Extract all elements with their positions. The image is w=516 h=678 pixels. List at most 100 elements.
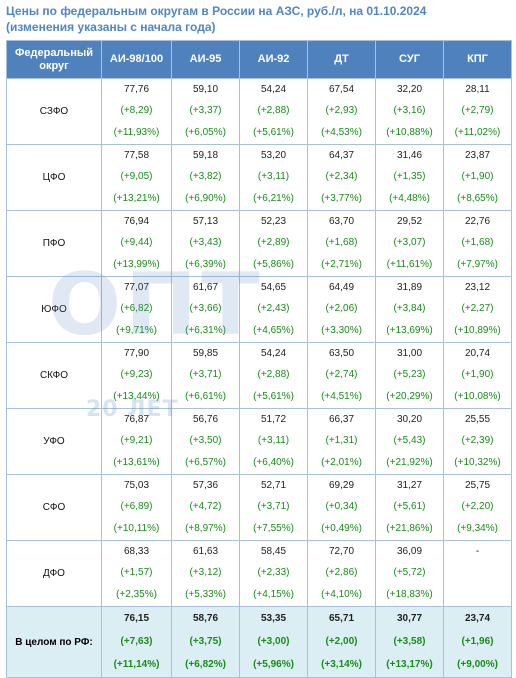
price-value: 29,52 [396,216,423,227]
pct-change: (+7,97%) [457,258,498,270]
price-cell: 77,76 (+8,29) (+11,93%) [101,78,172,145]
pct-change: (+13,61%) [113,456,160,468]
price-value: 25,75 [464,480,491,491]
abs-change: (+2,00) [325,636,358,647]
price-cell: 22,76 (+1,68) (+7,97%) [443,210,512,277]
abs-change: (+9,44) [120,237,153,249]
abs-change: (+0,34) [325,501,358,513]
abs-change: (+3,82) [189,171,222,183]
page-title: Цены по федеральным округам в России на … [6,3,512,35]
title-line-1: Цены по федеральным округам в России на … [6,4,427,18]
price-value: 31,46 [396,150,423,161]
header-ai98: АИ-98/100 [101,40,172,79]
pct-change: (+6,82%) [185,659,226,670]
region-cell: СКФО [6,342,102,409]
price-value: 22,76 [464,216,491,227]
price-value: 54,24 [260,348,287,359]
price-cell: 56,76 (+3,50) (+6,57%) [171,408,240,475]
pct-change: (+5,86%) [253,258,294,270]
price-cell: 20,74 (+1,90) (+10,08%) [443,342,512,409]
price-cell: 76,15 (+7,63) (+11,14%) [101,606,172,678]
price-value: 31,27 [396,480,423,491]
price-value: 63,50 [328,348,355,359]
price-value: 63,70 [328,216,355,227]
abs-change: (+3,75) [189,636,222,647]
region-cell: УФО [6,408,102,475]
abs-change: (+3,71) [189,369,222,381]
abs-change: (+2,27) [461,303,494,315]
header-kpg: КПГ [443,40,512,79]
region-cell: В целом по РФ: [6,606,102,678]
price-value: 66,37 [328,414,355,425]
abs-change: (+8,29) [120,105,153,117]
region-cell: ЦФО [6,144,102,211]
abs-change: (+1,96) [461,636,494,647]
pct-change: (+5,61%) [253,390,294,402]
price-cell: 52,23 (+2,89) (+5,86%) [239,210,308,277]
pct-change: (+6,61%) [185,390,226,402]
table-row: ПФО 76,94 (+9,44) (+13,99%) 57,13 (+3,43) (+6,… [6,210,512,277]
price-cell: 36,09 (+5,72) (+18,83%) [375,540,444,607]
table-row: ЮФО 77,07 (+6,82) (+9,71%) 61,67 (+3,66) (+6,3… [6,276,512,343]
price-cell: 77,58 (+9,05) (+13,21%) [101,144,172,211]
abs-change: (+2,89) [257,237,290,249]
abs-change: (+5,61) [393,501,426,513]
price-cell: 72,70 (+2,86) (+4,10%) [307,540,376,607]
pct-change: (+13,44%) [113,390,160,402]
pct-change: (+3,30%) [321,324,362,336]
price-cell: 76,87 (+9,21) (+13,61%) [101,408,172,475]
pct-change: (+21,92%) [386,456,433,468]
price-value: 52,71 [260,480,287,491]
price-value: 23,87 [464,150,491,161]
abs-change: (+2,43) [257,303,290,315]
pct-change: (+10,11%) [113,522,160,534]
pct-change: (+13,17%) [386,659,433,670]
price-value: 75,03 [123,480,150,491]
price-value: 61,67 [192,282,219,293]
abs-change: (+3,37) [189,105,222,117]
price-value: 64,37 [328,150,355,161]
price-cell: 31,27 (+5,61) (+21,86%) [375,474,444,541]
price-cell: 53,35 (+3,00) (+5,96%) [239,606,308,678]
price-value: 28,11 [465,84,490,95]
price-cell: 51,72 (+3,11) (+6,40%) [239,408,308,475]
price-value: 54,24 [260,84,287,95]
pct-change: (+2,35%) [116,588,157,600]
price-value: 77,90 [123,348,150,359]
price-value: 36,09 [396,546,423,557]
price-cell: 52,71 (+3,71) (+7,55%) [239,474,308,541]
price-value: 77,76 [123,84,150,95]
price-value: 23,74 [464,613,491,624]
pct-change: (+9,34%) [457,522,498,534]
price-value: 76,87 [123,414,150,425]
price-value: 30,77 [396,613,423,624]
abs-change: (+1,57) [120,567,153,579]
pct-change: (+6,57%) [185,456,226,468]
pct-change: (+10,08%) [454,390,501,402]
pct-change: (+13,21%) [113,192,160,204]
price-value: 53,20 [260,150,287,161]
price-cell: 25,75 (+2,20) (+9,34%) [443,474,512,541]
price-value: 76,15 [123,613,150,624]
pct-change: (+11,93%) [113,126,160,138]
price-cell: 31,00 (+5,23) (+20,29%) [375,342,444,409]
price-cell: 28,11 (+2,79) (+11,02%) [443,78,512,145]
abs-change: (+1,68) [325,237,358,249]
abs-change: (+2,79) [461,105,494,117]
abs-change: (+3,11) [257,171,290,183]
table-row: СФО 75,03 (+6,89) (+10,11%) 57,36 (+4,72) (+8,… [6,474,512,541]
price-cell: 66,37 (+1,31) (+2,01%) [307,408,376,475]
price-cell: 77,90 (+9,23) (+13,44%) [101,342,172,409]
pct-change: (+13,99%) [113,258,160,270]
pct-change: (+21,86%) [386,522,433,534]
pct-change: (+9,71%) [116,324,157,336]
fuel-prices-table: Федеральный округ АИ-98/100 АИ-95 АИ-92 … [6,40,512,678]
price-value: 77,07 [123,282,150,293]
header-region: Федеральный округ [6,40,102,79]
pct-change: (+4,10%) [321,588,362,600]
price-value: 51,72 [260,414,287,425]
pct-change: (+6,90%) [185,192,226,204]
pct-change: (+6,31%) [185,324,226,336]
table-row: СЗФО 77,76 (+8,29) (+11,93%) 59,10 (+3,37) (+6… [6,78,512,145]
abs-change: (+3,11) [257,435,290,447]
